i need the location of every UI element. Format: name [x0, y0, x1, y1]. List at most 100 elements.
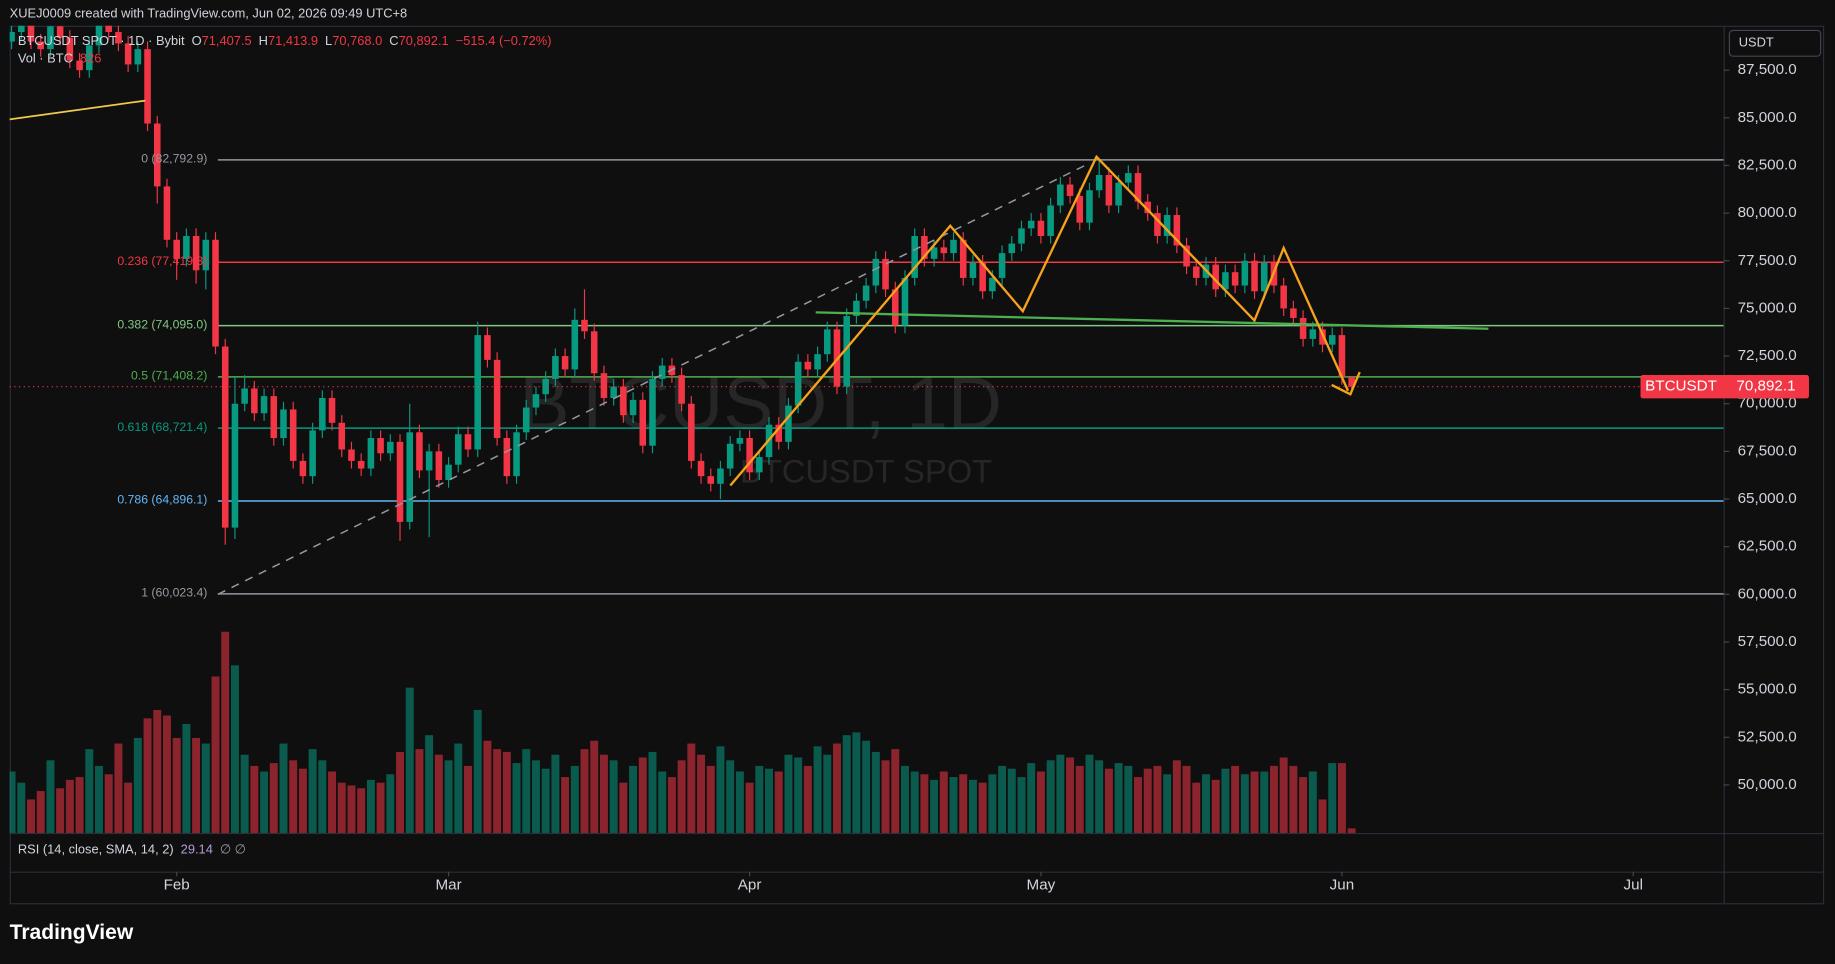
- volume-bar: [1066, 757, 1075, 833]
- volume-bar: [1153, 765, 1162, 833]
- candle-body: [95, 25, 103, 46]
- volume-bar: [900, 765, 909, 833]
- volume-bar: [1231, 765, 1240, 833]
- volume-bar: [716, 746, 725, 833]
- volume-bar: [221, 631, 230, 833]
- candle-body: [513, 432, 520, 477]
- volume-bar: [143, 718, 152, 833]
- legend-key: O: [192, 34, 202, 49]
- volume-bar: [1027, 763, 1036, 833]
- volume-bar: [1056, 754, 1065, 833]
- candle-body: [1057, 184, 1064, 206]
- volume-bar: [298, 768, 307, 833]
- volume-bar: [201, 743, 210, 833]
- volume-bar: [425, 735, 434, 833]
- x-tick-label: Jul: [1624, 877, 1643, 894]
- volume-bar: [289, 760, 298, 833]
- volume-bar: [1337, 763, 1346, 833]
- volume-bar: [1202, 774, 1210, 833]
- watermark-sub: BTCUSDT SPOT: [740, 452, 992, 489]
- volume-bar: [852, 732, 861, 833]
- volume-bar: [862, 740, 871, 833]
- candle-body: [756, 457, 763, 473]
- candle-body: [464, 434, 472, 450]
- volume-bar: [531, 760, 540, 833]
- fib-label: 0.236 (77,419.3): [117, 254, 207, 268]
- candle-body: [387, 441, 394, 454]
- candle-body: [561, 356, 569, 370]
- candle-body: [979, 262, 986, 292]
- trend-line: [9, 99, 146, 121]
- volume-bar: [687, 743, 696, 833]
- candle-body: [1290, 308, 1297, 318]
- candle-body: [959, 239, 967, 278]
- candle-body: [280, 409, 287, 439]
- volume-bar: [483, 740, 492, 833]
- volume-bar: [1114, 763, 1123, 833]
- candle-body: [9, 32, 15, 42]
- candle-body: [37, 41, 45, 50]
- candle-body: [357, 460, 365, 469]
- candle-body: [260, 396, 268, 414]
- candle-body: [1115, 182, 1122, 206]
- candle-body: [1144, 201, 1152, 214]
- volume-bar: [512, 763, 521, 833]
- volume-value: 826: [80, 51, 101, 66]
- volume-bar: [1240, 774, 1249, 833]
- candle-body: [590, 331, 598, 374]
- volume-bar: [240, 754, 249, 833]
- candle-body: [532, 394, 540, 408]
- rsi-title: RSI (14, close, SMA, 14, 2): [18, 842, 174, 857]
- y-tick-label: 60,000.0: [1738, 585, 1797, 602]
- volume-bar: [473, 710, 482, 833]
- volume-bar: [405, 687, 414, 833]
- candle-body: [824, 329, 831, 355]
- candle-body: [1125, 173, 1132, 183]
- volume-bar: [172, 737, 181, 833]
- candle-body: [688, 403, 695, 461]
- volume-bar: [619, 782, 628, 833]
- volume-bar: [1085, 754, 1094, 833]
- volume-bar: [85, 749, 94, 833]
- volume-bar: [153, 710, 162, 833]
- volume-bar: [949, 777, 958, 833]
- candle-body: [1105, 174, 1113, 206]
- header: XUEJ0009 created with TradingView.com, J…: [10, 5, 408, 20]
- volume-bar: [386, 774, 395, 833]
- candle-body: [891, 289, 899, 326]
- y-tick-label: 77,500.0: [1738, 252, 1797, 269]
- volume-bar: [735, 771, 744, 833]
- volume-bar: [133, 737, 142, 833]
- y-tick-label: 72,500.0: [1738, 347, 1797, 364]
- volume-bar: [211, 676, 220, 833]
- candle-body: [173, 239, 180, 259]
- candle-body: [649, 378, 656, 446]
- legend-value: 71,407.5: [202, 34, 252, 49]
- volume-bar: [328, 771, 337, 833]
- volume-bar: [978, 782, 987, 833]
- volume-bar: [629, 765, 638, 833]
- y-tick-label: 85,000.0: [1738, 109, 1797, 126]
- currency-button[interactable]: [1728, 29, 1822, 57]
- volume-bar: [27, 799, 35, 833]
- volume-bar: [745, 782, 754, 833]
- candle-body: [425, 451, 433, 471]
- rsi-extra: ∅ ∅: [220, 842, 246, 857]
- candle-body: [503, 438, 511, 477]
- volume-bar: [162, 715, 171, 833]
- volume-bar: [1347, 828, 1356, 833]
- candle-body: [1260, 262, 1268, 292]
- volume-bar: [609, 760, 618, 833]
- candle-body: [1251, 260, 1258, 292]
- candle-body: [1328, 335, 1336, 345]
- candle-body: [251, 388, 258, 414]
- volume-bar: [959, 774, 968, 833]
- volume-bar: [17, 782, 26, 833]
- candle-body: [639, 399, 647, 446]
- candle-body: [396, 441, 404, 522]
- candle-body: [416, 432, 423, 471]
- candle-body: [872, 258, 880, 286]
- legend-key: L: [325, 34, 332, 49]
